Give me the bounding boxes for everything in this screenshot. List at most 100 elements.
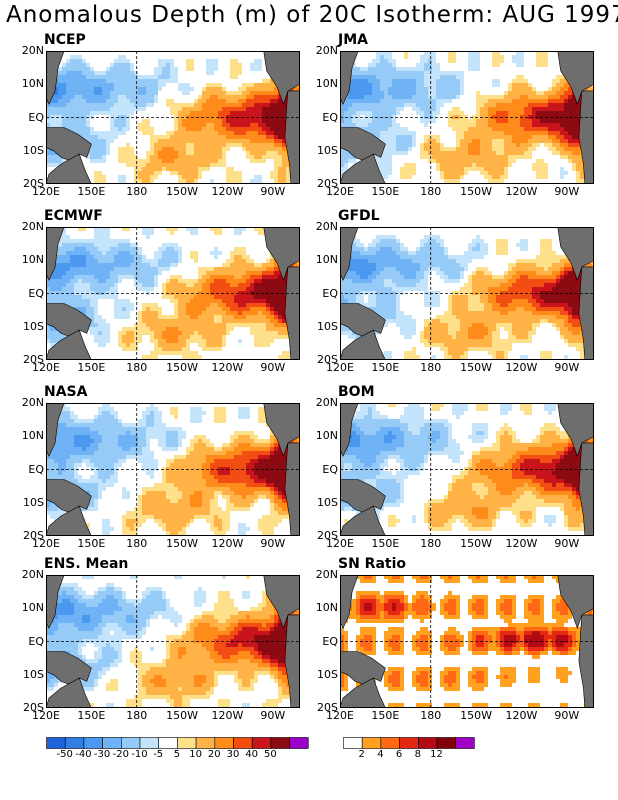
anomaly-colorbar-cell xyxy=(270,737,290,749)
anomaly-colorbar-cell xyxy=(158,737,178,749)
lon-tick-label: 150W xyxy=(166,537,198,550)
lat-tick-label: 10N xyxy=(21,429,44,443)
land-mass xyxy=(284,614,300,708)
land-mass xyxy=(46,329,92,360)
lon-tick-label: 120W xyxy=(505,185,538,198)
land-mass xyxy=(340,153,386,184)
lat-tick-label: 20N xyxy=(315,44,338,57)
panel-title: JMA xyxy=(338,32,368,48)
lon-tick-label: 120E xyxy=(326,709,354,722)
land-mass xyxy=(263,227,300,282)
lat-tick-label: EQ xyxy=(28,110,44,124)
panel-title: NASA xyxy=(44,384,88,400)
lon-tick-label: 120W xyxy=(211,361,244,374)
land-mass xyxy=(284,266,300,360)
anomaly-map xyxy=(46,575,300,708)
map-panel-1 xyxy=(46,51,300,184)
lon-tick-label: 150E xyxy=(77,185,106,198)
anomaly-colorbar-label: -10 xyxy=(131,749,148,760)
lon-tick-label: 120W xyxy=(505,709,538,722)
anomaly-colorbar-cell xyxy=(195,737,216,749)
panel-title: ENS. Mean xyxy=(44,556,129,572)
lat-tick-label: 10S xyxy=(317,667,338,681)
lon-tick-label: 90W xyxy=(554,537,580,550)
land-mass xyxy=(46,153,92,184)
anomaly-colorbar-cell xyxy=(83,737,103,749)
lon-tick-label: 90W xyxy=(260,537,286,550)
land-mass xyxy=(46,505,92,536)
anomaly-colorbar-cell xyxy=(233,737,253,749)
anomaly-colorbar-label: -20 xyxy=(112,749,129,760)
lat-tick-label: 20N xyxy=(21,396,44,409)
lon-tick-label: 120W xyxy=(211,709,244,722)
anomaly-colorbar-label: 20 xyxy=(207,749,221,760)
anomaly-map xyxy=(340,403,594,536)
lat-tick-label: 10N xyxy=(315,429,338,443)
sn-colorbar-cell xyxy=(455,737,475,749)
lat-tick-label: EQ xyxy=(28,634,44,648)
land-mass xyxy=(46,677,92,708)
map-panel-2 xyxy=(340,51,594,184)
lat-tick-label: 10N xyxy=(315,253,338,267)
land-mass xyxy=(340,505,386,536)
land-mass xyxy=(557,403,594,458)
anomaly-colorbar-label: -40 xyxy=(75,749,92,760)
figure-title: Anomalous Depth (m) of 20C Isotherm: AUG… xyxy=(6,2,618,28)
anomaly-map xyxy=(340,51,594,184)
lon-tick-label: 90W xyxy=(554,361,580,374)
lon-tick-label: 120E xyxy=(326,537,354,550)
lat-tick-label: 10S xyxy=(317,319,338,333)
sn-colorbar-label: 2 xyxy=(358,749,365,760)
anomaly-colorbar-label: 40 xyxy=(245,749,259,760)
land-mass xyxy=(46,403,65,457)
lon-tick-label: 120W xyxy=(211,185,244,198)
lon-tick-label: 150E xyxy=(77,709,106,722)
land-mass xyxy=(578,90,594,184)
lon-tick-label: 150W xyxy=(460,709,492,722)
sn-colorbar-cell xyxy=(399,737,419,749)
lon-tick-label: 150E xyxy=(77,361,106,374)
lat-tick-label: 10N xyxy=(315,601,338,615)
lon-tick-label: 180 xyxy=(420,361,442,374)
anomaly-colorbar-cell xyxy=(121,737,141,749)
sn-colorbar-label: 8 xyxy=(414,749,421,760)
land-mass xyxy=(340,329,386,360)
land-mass xyxy=(263,51,300,106)
lat-tick-label: 10S xyxy=(317,495,338,509)
anomaly-colorbar-cell xyxy=(102,737,122,749)
lon-tick-label: 150W xyxy=(166,709,198,722)
lat-tick-label: 20N xyxy=(315,220,338,233)
anomaly-colorbar-label: 10 xyxy=(189,749,202,760)
lon-tick-label: 150W xyxy=(460,537,492,550)
lat-tick-label: 10S xyxy=(23,143,44,157)
lon-tick-label: 150W xyxy=(166,361,198,374)
anomaly-colorbar-cell xyxy=(46,737,66,749)
lat-tick-label: 10N xyxy=(315,77,338,91)
lon-tick-label: 120E xyxy=(326,185,354,198)
lon-tick-label: 150E xyxy=(371,709,400,722)
anomaly-map xyxy=(340,575,594,708)
lat-tick-label: 20S xyxy=(23,353,44,366)
map-panel-3 xyxy=(46,227,300,360)
lon-tick-label: 120E xyxy=(32,537,60,550)
lat-tick-label: EQ xyxy=(28,462,44,476)
lat-tick-label: 20S xyxy=(317,529,338,542)
map-panel-6 xyxy=(340,403,594,536)
land-mass xyxy=(263,403,300,458)
lat-tick-label: 10S xyxy=(23,667,44,681)
lon-tick-label: 150E xyxy=(77,537,106,550)
lat-tick-label: 20S xyxy=(317,177,338,190)
lon-tick-label: 120W xyxy=(211,537,244,550)
lon-tick-label: 180 xyxy=(126,185,148,198)
sn-colorbar-cell xyxy=(380,737,400,749)
lat-tick-label: 10N xyxy=(21,601,44,615)
land-mass xyxy=(263,575,300,630)
map-frame xyxy=(340,403,594,536)
lat-tick-label: 10S xyxy=(23,495,44,509)
lon-tick-label: 120E xyxy=(32,361,60,374)
lat-tick-label: EQ xyxy=(322,110,338,124)
map-frame xyxy=(46,575,300,708)
panel-title: NCEP xyxy=(44,32,86,48)
lon-tick-label: 150E xyxy=(371,185,400,198)
lon-tick-label: 90W xyxy=(554,185,580,198)
